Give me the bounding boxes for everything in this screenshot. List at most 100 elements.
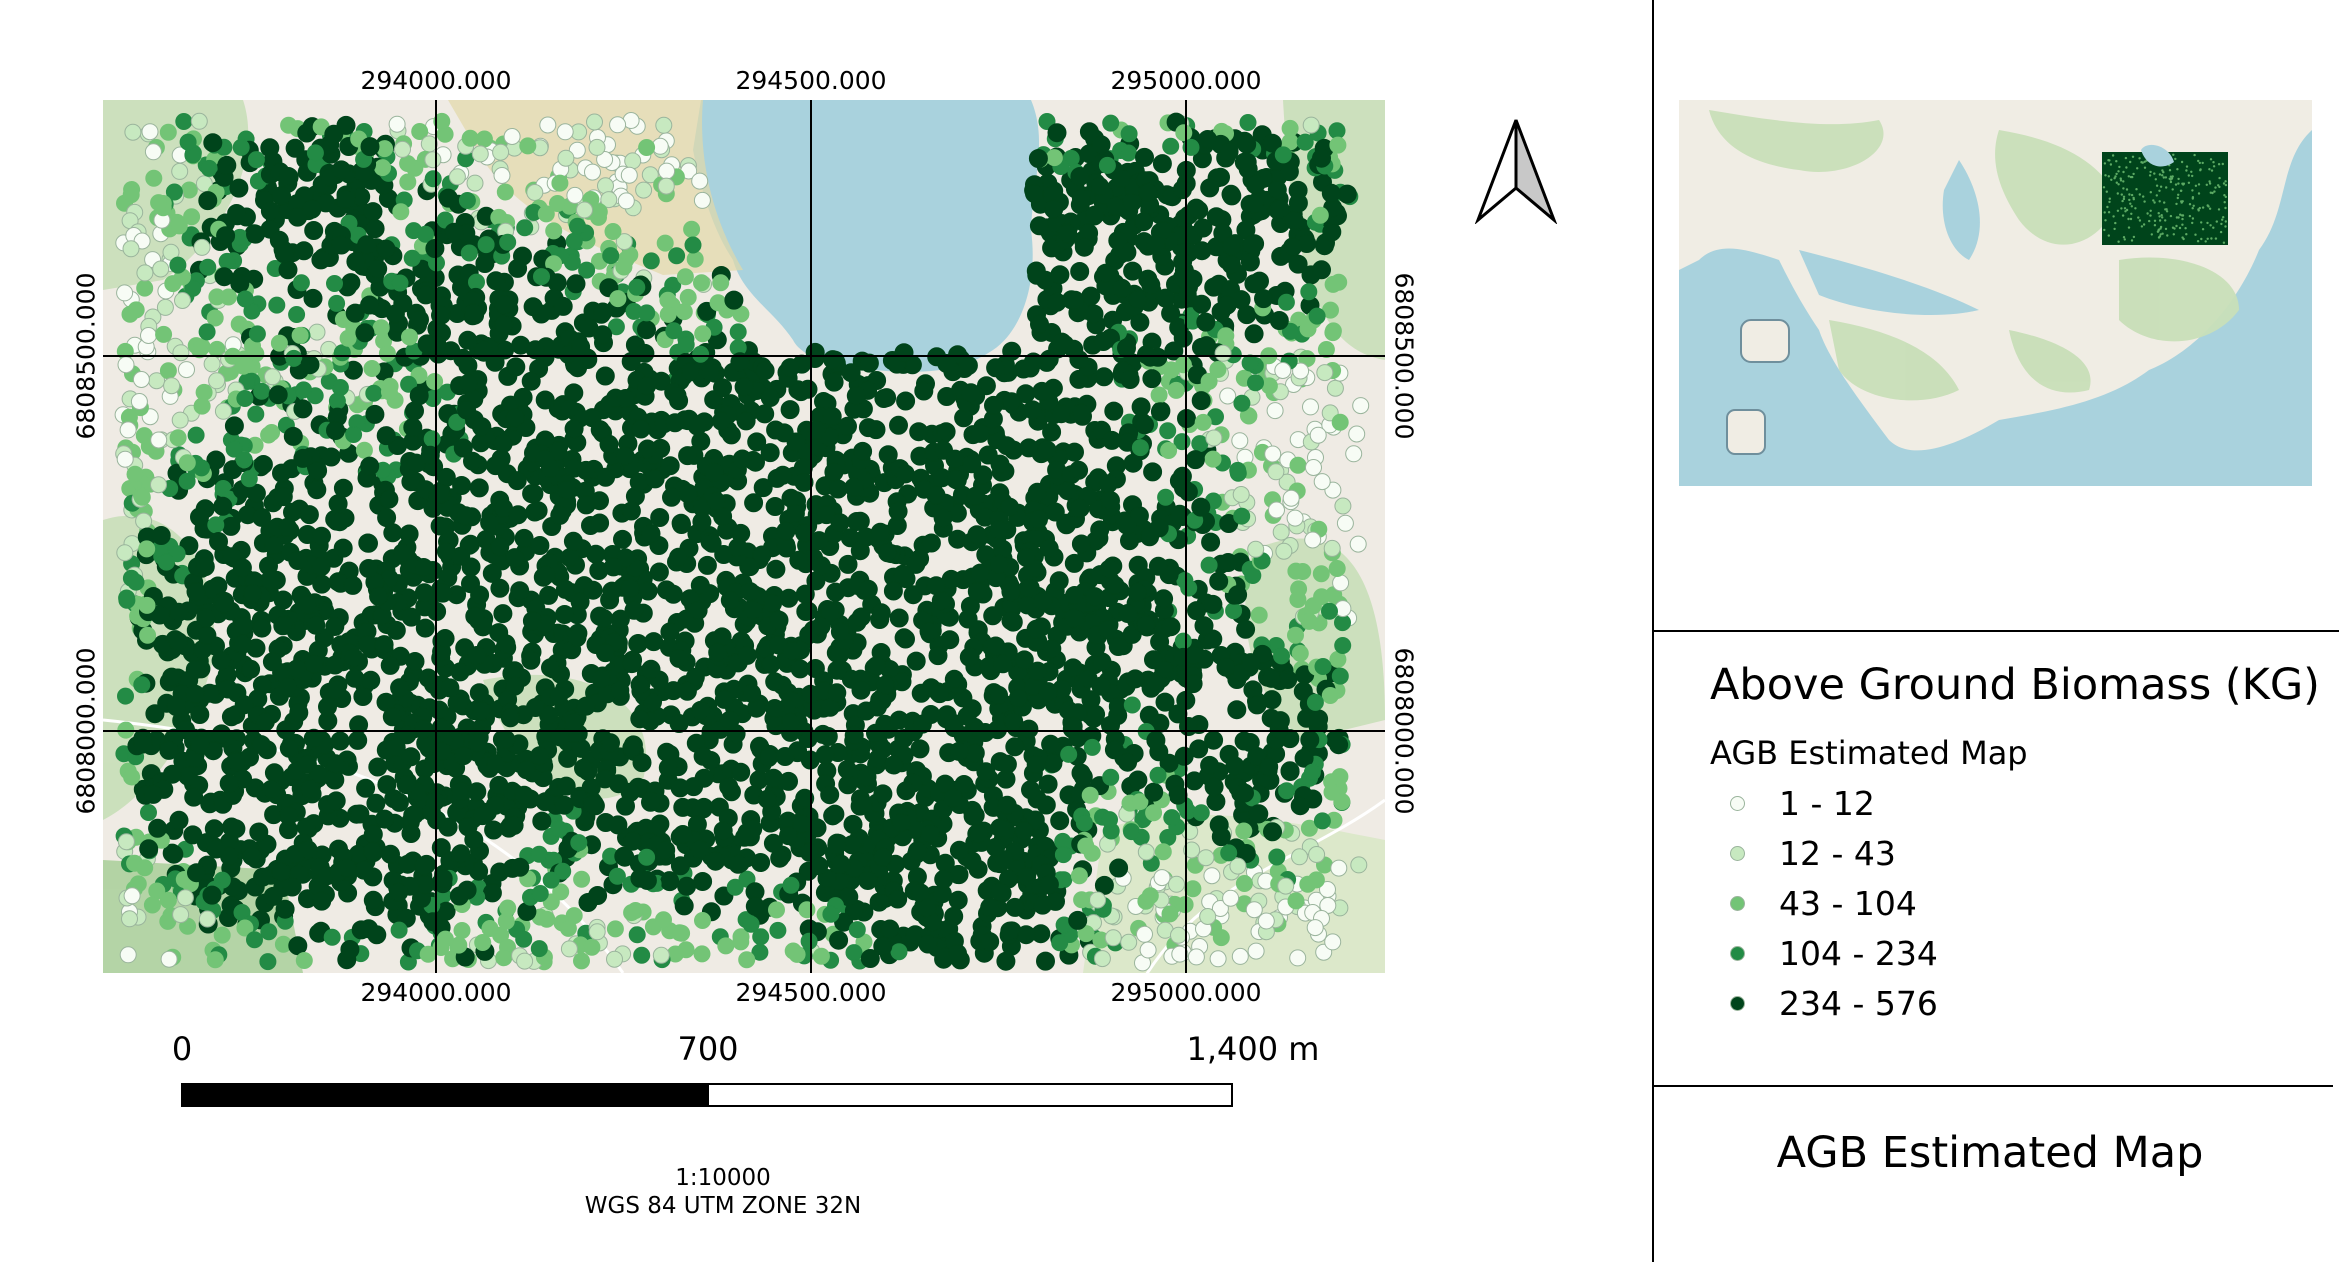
- biomass-point: [1309, 426, 1327, 444]
- biomass-point: [414, 558, 434, 577]
- biomass-point: [584, 163, 601, 181]
- biomass-point: [1235, 783, 1254, 803]
- biomass-point: [1288, 193, 1308, 213]
- biomass-point: [1071, 534, 1091, 554]
- biomass-point: [687, 416, 707, 436]
- biomass-point: [1029, 216, 1049, 236]
- legend-swatch-icon: [1730, 945, 1745, 961]
- biomass-point: [1294, 563, 1312, 580]
- biomass-point: [1291, 644, 1309, 662]
- biomass-point: [1154, 589, 1174, 609]
- biomass-point: [569, 217, 586, 235]
- biomass-point: [949, 840, 969, 860]
- biomass-point: [1141, 275, 1161, 295]
- overview-point: [2132, 198, 2135, 201]
- biomass-point: [692, 345, 710, 363]
- biomass-point: [386, 738, 406, 757]
- main-map[interactable]: [103, 100, 1385, 973]
- biomass-point: [1094, 367, 1114, 387]
- biomass-point: [485, 795, 505, 815]
- biomass-point: [126, 465, 144, 483]
- biomass-point: [858, 871, 878, 890]
- overview-map[interactable]: [1679, 100, 2312, 486]
- overview-point: [2177, 193, 2180, 196]
- biomass-point: [1244, 324, 1264, 344]
- overview-point: [2121, 199, 2124, 203]
- biomass-point: [943, 788, 963, 808]
- biomass-point: [1266, 402, 1284, 420]
- overview-point: [2217, 163, 2221, 166]
- overview-point: [2198, 161, 2201, 165]
- biomass-point: [391, 274, 409, 292]
- overview-point: [2164, 176, 2168, 179]
- overview-point: [2157, 228, 2160, 231]
- biomass-point: [830, 622, 850, 642]
- biomass-point: [989, 554, 1009, 574]
- biomass-point: [336, 189, 356, 209]
- biomass-point: [1324, 933, 1342, 951]
- biomass-point: [1120, 125, 1138, 143]
- biomass-point: [464, 303, 484, 323]
- overview-point: [2176, 196, 2179, 200]
- legend-swatch-icon: [1730, 995, 1745, 1011]
- biomass-point: [1054, 846, 1072, 864]
- biomass-point: [594, 609, 614, 628]
- overview-point: [2117, 240, 2120, 243]
- biomass-point: [1282, 489, 1300, 507]
- biomass-point: [392, 203, 410, 221]
- biomass-point: [204, 819, 224, 839]
- biomass-point: [220, 288, 237, 306]
- biomass-point: [1117, 515, 1137, 535]
- overview-point: [2110, 178, 2113, 181]
- biomass-point: [781, 712, 801, 732]
- biomass-point: [123, 887, 141, 905]
- overview-point: [2180, 160, 2184, 164]
- biomass-point: [1098, 474, 1118, 494]
- biomass-point: [638, 139, 656, 156]
- biomass-point: [1148, 556, 1168, 576]
- biomass-point: [467, 782, 487, 802]
- biomass-point: [193, 238, 211, 256]
- biomass-point: [526, 698, 545, 717]
- biomass-point: [780, 400, 800, 420]
- biomass-point: [1102, 430, 1122, 450]
- overview-point: [2153, 201, 2156, 204]
- biomass-point: [844, 725, 864, 745]
- overview-point: [2138, 219, 2142, 222]
- biomass-point: [288, 207, 308, 227]
- overview-point: [2104, 174, 2107, 177]
- biomass-point: [152, 260, 170, 278]
- overview-point: [2224, 195, 2227, 199]
- biomass-point: [1257, 912, 1275, 930]
- biomass-point: [122, 186, 140, 204]
- overview-point: [2168, 169, 2172, 172]
- biomass-point: [1204, 277, 1224, 297]
- biomass-point: [535, 792, 555, 812]
- biomass-point: [530, 536, 550, 555]
- overview-point: [2209, 224, 2212, 227]
- biomass-point: [809, 856, 829, 876]
- biomass-point: [360, 456, 380, 476]
- biomass-point: [1323, 539, 1341, 557]
- biomass-point: [1081, 786, 1099, 804]
- biomass-point: [1286, 509, 1304, 527]
- biomass-point: [1314, 658, 1332, 675]
- legend-item: 104 - 234: [1710, 928, 2320, 978]
- biomass-point: [400, 375, 418, 393]
- biomass-point: [566, 186, 584, 204]
- biomass-point: [1014, 650, 1034, 670]
- biomass-point: [839, 887, 859, 907]
- biomass-point: [469, 478, 489, 498]
- biomass-point: [492, 143, 510, 161]
- biomass-point: [1051, 404, 1071, 424]
- biomass-point: [1187, 601, 1206, 621]
- biomass-point: [293, 399, 313, 419]
- biomass-point: [390, 921, 408, 939]
- overview-point: [2108, 200, 2111, 204]
- biomass-point: [156, 298, 174, 316]
- overview-point: [2113, 177, 2116, 180]
- biomass-point: [1326, 379, 1344, 397]
- biomass-point: [660, 456, 680, 476]
- biomass-point: [838, 416, 857, 436]
- biomass-point: [1313, 588, 1331, 606]
